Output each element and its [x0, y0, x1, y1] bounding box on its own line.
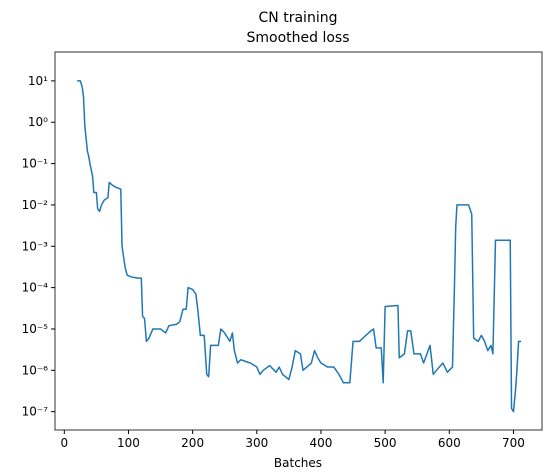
x-tick-label: 0	[60, 436, 68, 450]
y-tick-label: 10⁻⁶	[22, 363, 49, 377]
y-tick-label: 10⁻⁷	[22, 405, 49, 419]
chart-subtitle: Smoothed loss	[246, 30, 349, 46]
chart-title: CN training	[259, 10, 338, 26]
line-series	[77, 80, 522, 413]
plot-frame	[54, 51, 543, 431]
x-axis-label: Batches	[274, 456, 322, 470]
x-tick-label: 700	[502, 436, 525, 450]
y-tick-label: 10⁻²	[22, 198, 49, 212]
x-tick-label: 400	[310, 436, 333, 450]
x-tick-label: 500	[374, 436, 397, 450]
y-tick-label: 10⁻⁵	[22, 322, 49, 336]
y-tick-label: 10¹	[28, 74, 48, 88]
x-tick-label: 300	[245, 436, 268, 450]
x-tick-label: 100	[117, 436, 140, 450]
y-tick-label: 10⁻³	[22, 239, 49, 253]
x-tick-label: 200	[181, 436, 204, 450]
y-tick-label: 10⁻⁴	[22, 281, 49, 295]
y-tick-label: 10⁰	[28, 115, 48, 129]
y-tick-label: 10⁻¹	[22, 157, 49, 171]
x-tick-label: 600	[438, 436, 461, 450]
